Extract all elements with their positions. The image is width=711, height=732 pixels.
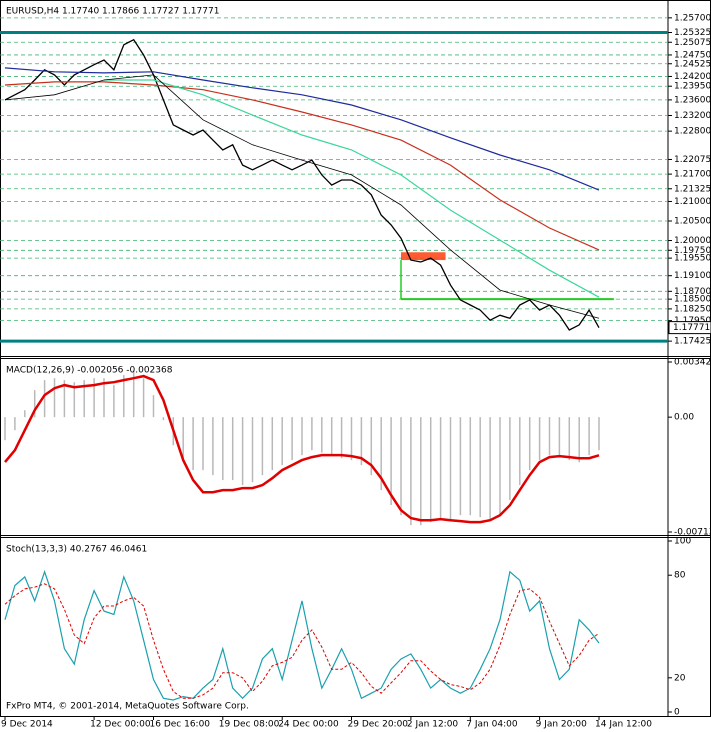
x-tick-label: 19 Dec 08:00 (219, 720, 280, 730)
x-tick-label: 9 Dec 2014 (1, 720, 53, 730)
panel-title: EURUSD,H4 1.17740 1.17866 1.17727 1.1777… (6, 7, 219, 17)
y-tick-label: 1.21325 (674, 184, 711, 194)
x-tick-label: 24 Dec 00:00 (278, 720, 339, 730)
zone (401, 252, 446, 261)
x-tick-label: 14 Jan 12:00 (595, 720, 652, 730)
y-tick-label: 1.18700 (674, 287, 711, 297)
y-tick-label: 1.18250 (674, 304, 711, 314)
y-tick-label: 1.22075 (674, 155, 711, 165)
y-tick-label: 1.23950 (674, 82, 711, 92)
y-tick-label: 100 (674, 537, 691, 547)
y-tick-label: 1.22800 (674, 127, 711, 137)
y-tick-label: 1.24525 (674, 59, 711, 69)
y-tick-label: 1.24200 (674, 72, 711, 82)
y-tick-label: 0.00 (674, 413, 694, 423)
y-tick-label: 1.23200 (674, 111, 711, 121)
series-line (4, 38, 600, 331)
y-tick-label: -0.007134 (674, 528, 711, 538)
y-tick-label: 1.19550 (674, 254, 711, 264)
y-tick-label: 1.20000 (674, 236, 711, 246)
y-tick-label: 1.21000 (674, 197, 711, 207)
series-line (4, 374, 600, 524)
series-line (104, 79, 600, 298)
y-tick-label: 1.19750 (674, 246, 711, 256)
x-tick-label: 12 Dec 00:00 (90, 720, 151, 730)
series-line (4, 81, 600, 251)
last-price-box (668, 321, 711, 335)
x-tick-label: 29 Dec 20:00 (348, 720, 409, 730)
x-tick-label: 2 Jan 12:00 (407, 720, 459, 730)
y-tick-label: 1.21700 (674, 170, 711, 180)
y-tick-label: 1.20500 (674, 216, 711, 226)
y-tick-label: 0 (674, 708, 680, 718)
series-line (4, 67, 600, 191)
series-line (4, 569, 600, 701)
y-tick-label: 1.25700 (674, 13, 711, 23)
series-line (4, 74, 600, 319)
x-tick-label: 16 Dec 16:00 (150, 720, 211, 730)
panel-title: MACD(12,26,9) -0.002056 -0.002368 (6, 366, 173, 376)
y-tick-label: 1.18500 (674, 295, 711, 305)
y-tick-label: 1.25325 (674, 28, 711, 38)
panel-title: Stoch(13,3,3) 40.2767 46.0461 (6, 545, 147, 555)
footer: FxPro MT4, © 2001-2014, MetaQuotes Softw… (6, 702, 249, 712)
last-price-label: 1.17771 (673, 323, 710, 333)
x-tick-label: 7 Jan 04:00 (466, 720, 518, 730)
x-tick-label: 9 Jan 20:00 (536, 720, 588, 730)
y-tick-label: 1.23600 (674, 95, 711, 105)
y-tick-label: 1.17425 (674, 337, 711, 347)
y-tick-label: 1.24750 (674, 50, 711, 60)
y-tick-label: 80 (674, 571, 686, 581)
y-tick-label: 1.25075 (674, 38, 711, 48)
y-tick-label: 20 (674, 673, 686, 683)
series-line (4, 583, 600, 699)
y-tick-label: 1.19100 (674, 271, 711, 281)
y-tick-label: 0.003426 (674, 358, 711, 368)
